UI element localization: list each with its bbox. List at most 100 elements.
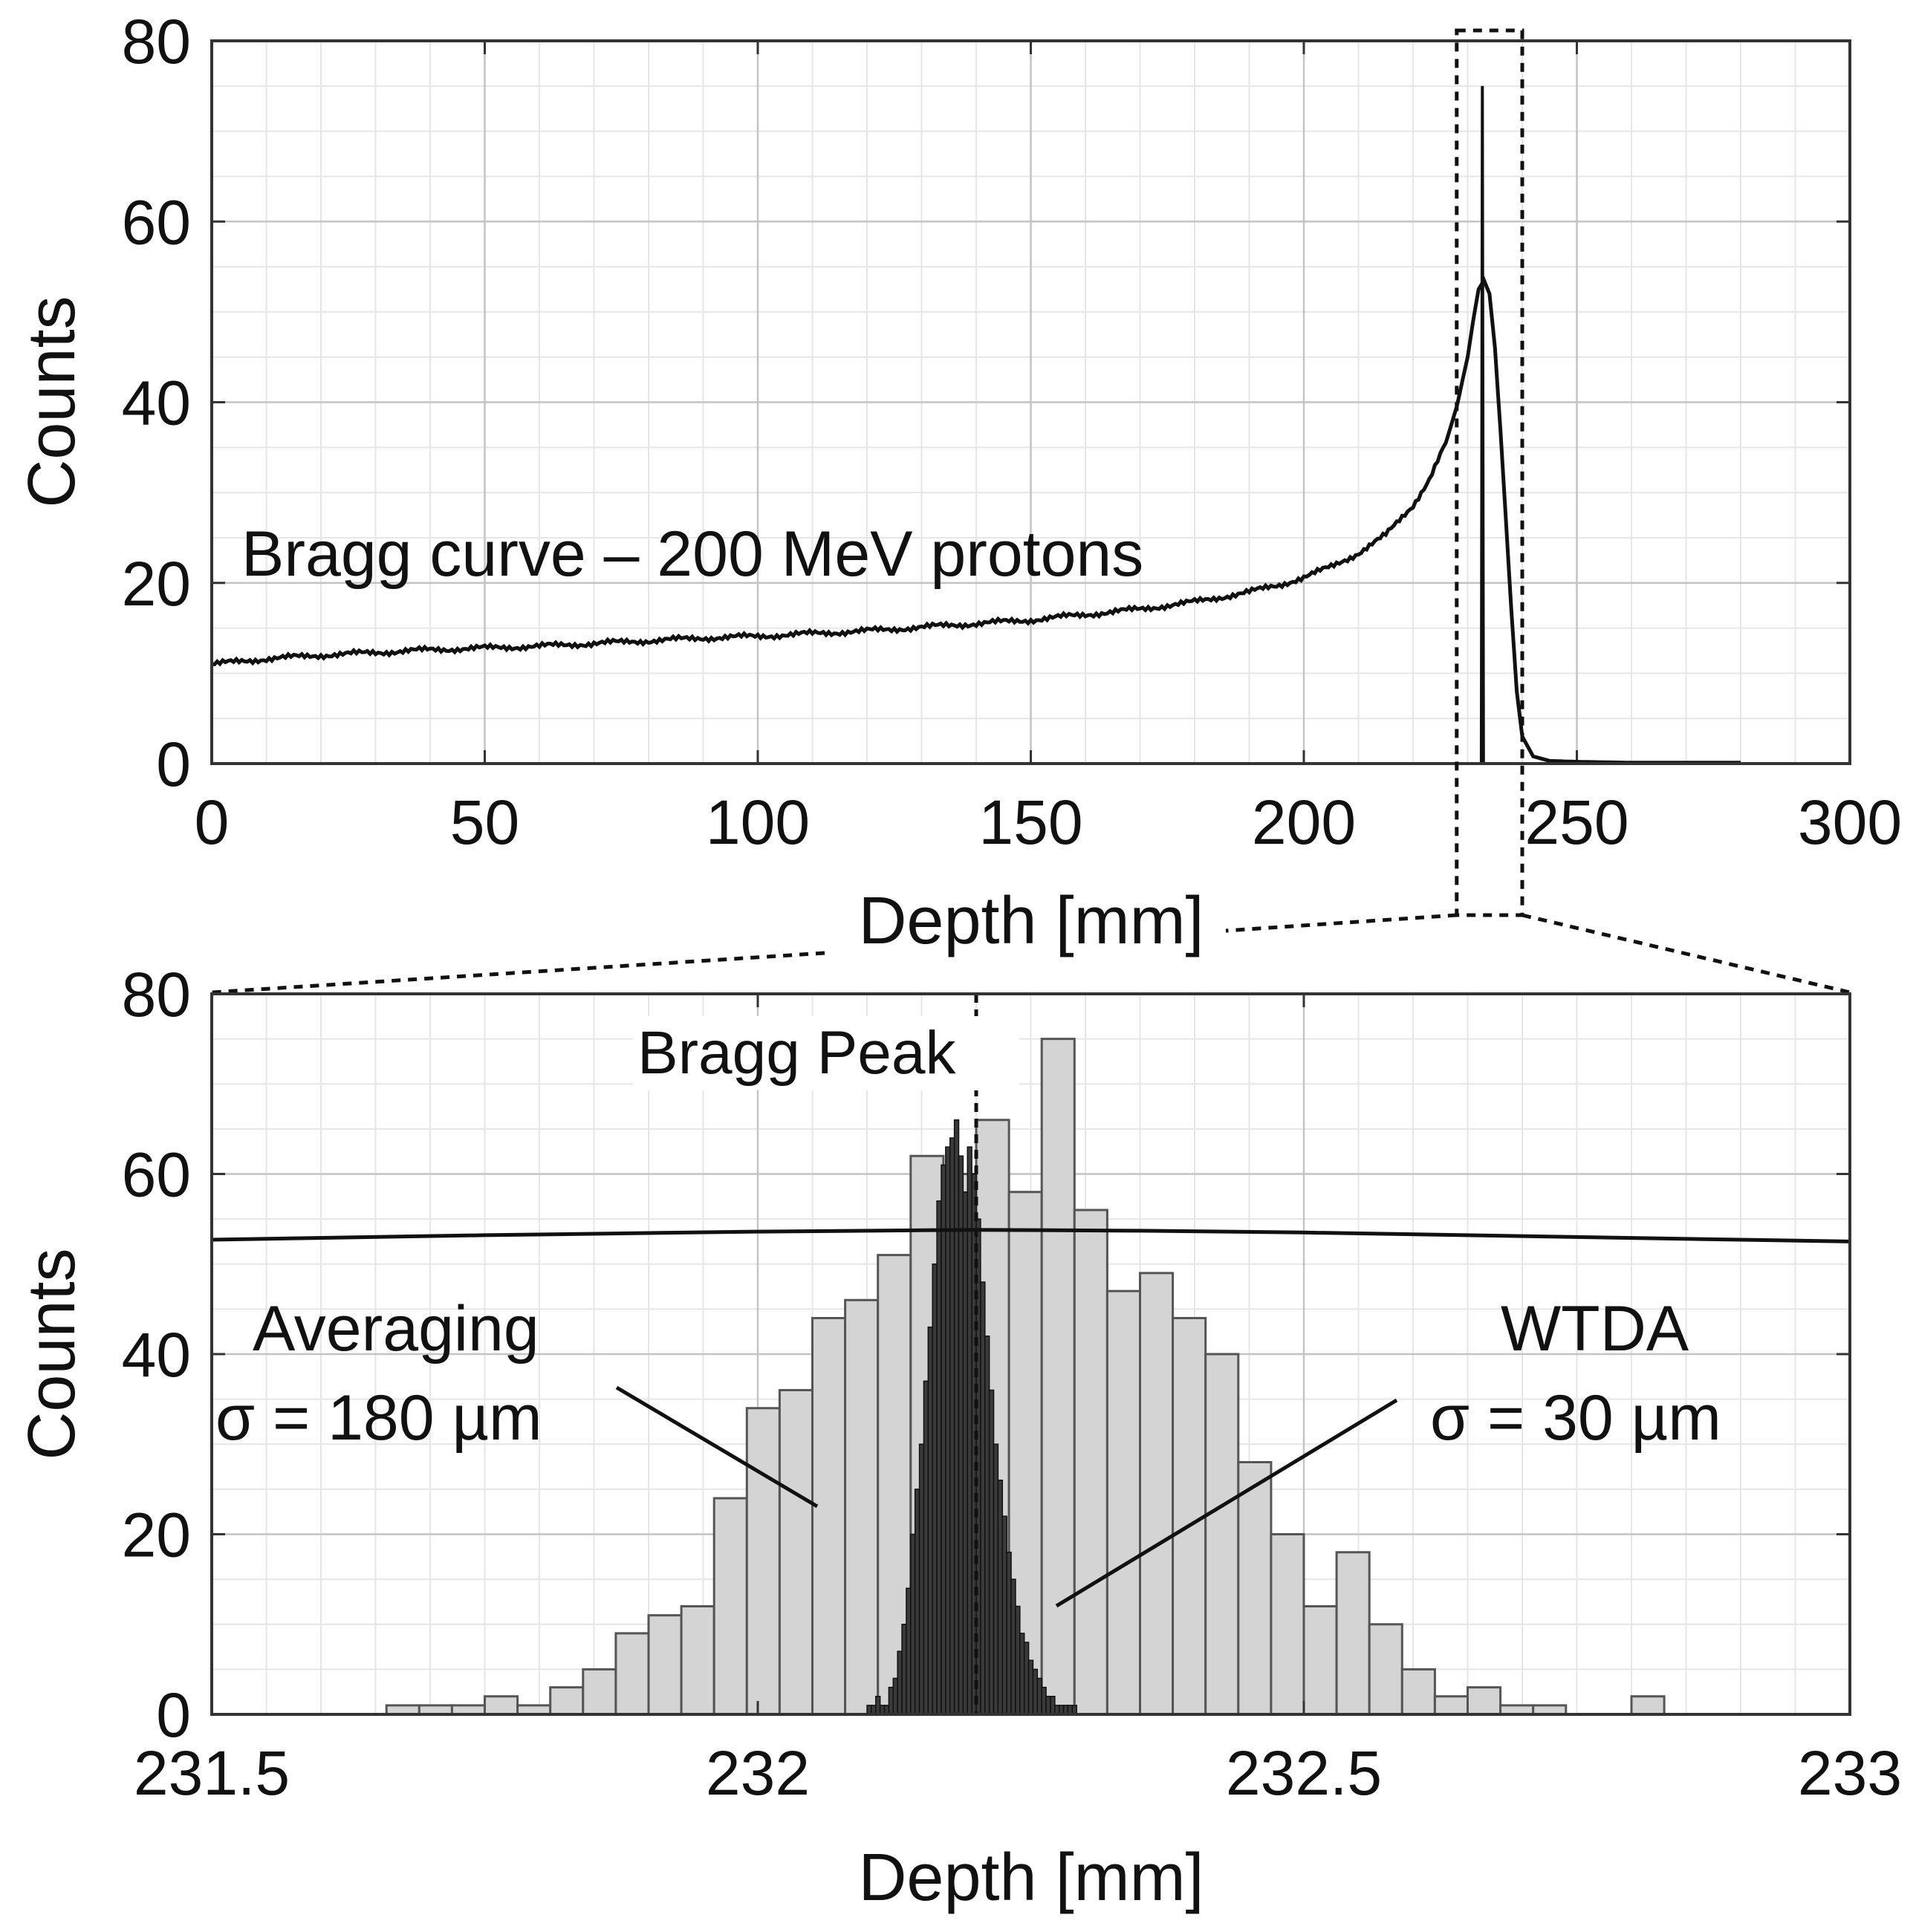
averaging-sigma-label: σ = 180 µm [215,1382,542,1454]
top-y-axis-label: Counts [15,296,89,507]
top-tick-labels: 0 50 100 150 200 250 300 0 20 40 60 80 [122,7,1903,857]
averaging-bar [484,1695,519,1716]
x-tick-label: 100 [706,787,810,857]
averaging-bar [1105,1289,1142,1716]
wtda-bar [910,1533,916,1715]
zoom-connector-right [1522,913,1851,995]
averaging-bar [647,1614,683,1716]
x-tick-label: 250 [1524,787,1628,857]
wtda-bar [941,1164,946,1715]
x-tick-label: 233 [1798,1738,1902,1808]
y-tick-label: 40 [122,1320,191,1390]
zoom-connector-left-upper [1225,913,1457,933]
averaging-bar [1237,1461,1273,1716]
wtda-bar [918,1443,925,1715]
averaging-bar [1073,1209,1108,1716]
bottom-y-axis-label: Counts [15,1248,89,1460]
bottom-tick-labels: 231.5 232 232.5 233 0 20 40 60 80 [122,960,1903,1808]
averaging-bar [1204,1353,1240,1716]
averaging-bar [1139,1272,1175,1716]
wtda-sigma-label: σ = 30 µm [1430,1382,1721,1454]
bottom-bragg-curve-line [211,1228,1851,1243]
averaging-bar [1040,1038,1076,1716]
zoom-connector-left-lower [211,951,825,995]
wtda-label: WTDA [1501,1293,1689,1365]
wtda-bar [932,1263,938,1715]
zoom-connector [211,28,1851,995]
y-tick-label: 80 [122,960,191,1030]
wtda-bar [888,1686,894,1715]
wtda-bar [1036,1677,1042,1715]
wtda-histogram [866,1119,1077,1715]
bottom-chart: 231.5 232 232.5 233 0 20 40 60 80 Bragg Peak Ave… [15,960,1902,1915]
averaging-bar [844,1298,880,1716]
x-tick-label: 50 [450,787,519,857]
y-tick-label: 40 [122,368,191,438]
wtda-bar [997,1480,1004,1715]
x-tick-label: 232 [706,1738,810,1808]
wtda-bar [953,1119,960,1715]
averaging-bar [811,1317,847,1716]
wtda-bar [984,1336,990,1715]
wtda-bar [945,1146,951,1715]
wtda-bar [993,1443,999,1715]
y-tick-label: 0 [156,729,191,799]
y-tick-label: 60 [122,187,191,257]
bragg-curve-annotation: Bragg curve – 200 MeV protons [241,518,1143,590]
bottom-x-axis-label: Depth [mm] [858,1841,1204,1915]
x-tick-label: 300 [1798,787,1902,857]
top-chart: 0 50 100 150 200 250 300 0 20 40 60 80 Bragg curve … [15,7,1902,958]
wtda-bar [988,1389,995,1715]
callout-lines [615,1385,1398,1608]
x-tick-label: 200 [1252,787,1356,857]
averaging-bar [1433,1695,1470,1716]
averaging-bar [778,1389,814,1716]
wtda-bar [1050,1696,1056,1715]
averaging-bar [1335,1551,1371,1716]
top-x-axis-label: Depth [mm] [858,884,1204,958]
top-series [211,85,1741,765]
wtda-bar [1023,1642,1030,1715]
averaging-bar [614,1632,650,1716]
bragg-peak-label-bg [633,1016,1019,1090]
averaging-bar [549,1686,585,1716]
averaging-bar [1400,1668,1436,1716]
wtda-bar [971,1173,977,1715]
bragg-peak-label: Bragg Peak [637,1019,956,1087]
wtda-bar [1032,1668,1039,1715]
y-tick-label: 80 [122,7,191,77]
wtda-bar [1006,1552,1012,1715]
wtda-bar [1010,1578,1016,1715]
wtda-bar [936,1200,942,1715]
x-tick-label: 231.5 [134,1738,290,1808]
wtda-bar [967,1146,972,1715]
x-tick-label: 150 [978,787,1082,857]
wtda-bar [949,1137,955,1715]
averaging-bar [1172,1317,1207,1716]
wtda-bar [1001,1515,1007,1715]
wtda-bar [901,1624,907,1715]
wtda-bar [897,1650,903,1715]
wtda-bar [1027,1659,1034,1715]
wtda-bar [962,1191,968,1715]
wtda-bar [1019,1633,1025,1715]
averaging-bar [1368,1623,1403,1716]
averaging-bar [712,1497,748,1716]
averaging-label: Averaging [253,1293,539,1365]
wtda-bar [1045,1696,1051,1715]
y-tick-label: 60 [122,1140,191,1210]
bottom-axes-frame [210,992,1851,1716]
y-tick-label: 20 [122,1500,191,1570]
averaging-callout-line [615,1385,819,1509]
averaging-bar [582,1668,617,1716]
averaging-bar [1302,1605,1338,1716]
wtda-bar [923,1380,929,1715]
wtda-spike-line [1479,85,1485,764]
averaging-bar [680,1605,715,1716]
averaging-bar [1467,1686,1502,1716]
bottom-bragg-curve [211,1228,1851,1243]
averaging-bar [1630,1695,1666,1716]
wtda-bar [875,1696,881,1715]
wtda-bar [1015,1605,1021,1715]
